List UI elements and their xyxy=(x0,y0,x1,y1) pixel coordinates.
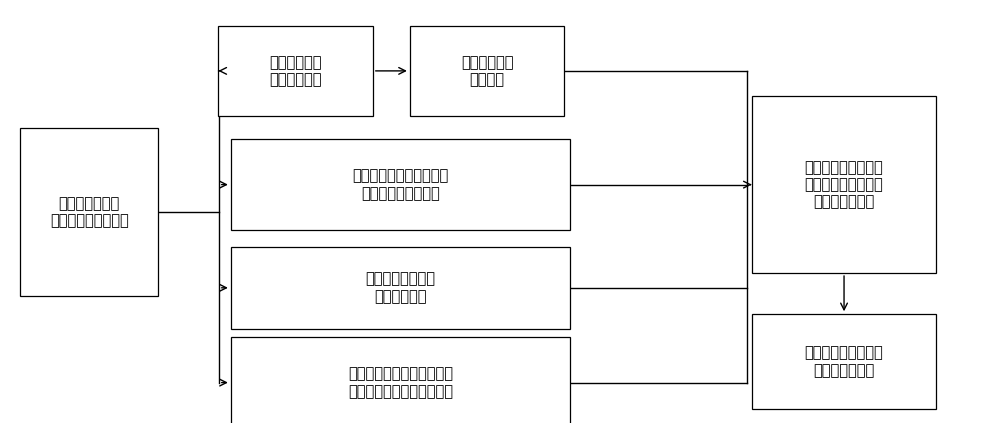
Text: 应用边界光滑傅立叶级数法
表示矩形板面内振动位移场: 应用边界光滑傅立叶级数法 表示矩形板面内振动位移场 xyxy=(348,366,453,399)
FancyBboxPatch shape xyxy=(410,25,564,116)
Text: 形成任意非均匀边界
条件矩形板面内振动
系统线性方程组: 形成任意非均匀边界 条件矩形板面内振动 系统线性方程组 xyxy=(805,160,883,209)
FancyBboxPatch shape xyxy=(752,314,936,409)
FancyBboxPatch shape xyxy=(231,338,570,424)
Text: 设定边界约束
刚度分布形式: 设定边界约束 刚度分布形式 xyxy=(269,55,322,87)
Text: 采用能量原理描述矩形板
面内总势能和总动能: 采用能量原理描述矩形板 面内总势能和总动能 xyxy=(352,168,448,201)
FancyBboxPatch shape xyxy=(20,128,158,296)
Text: 确定矩形板结构
几何尺寸和材料参数: 确定矩形板结构 几何尺寸和材料参数 xyxy=(50,196,129,228)
Text: 面内任意作用角度
点力载荷施加: 面内任意作用角度 点力载荷施加 xyxy=(365,272,435,304)
Text: 展开为傅立叶
级数模式: 展开为傅立叶 级数模式 xyxy=(461,55,513,87)
FancyBboxPatch shape xyxy=(752,96,936,273)
Text: 获得面内振动的自由
与强迫振动响应: 获得面内振动的自由 与强迫振动响应 xyxy=(805,345,883,378)
FancyBboxPatch shape xyxy=(231,139,570,230)
FancyBboxPatch shape xyxy=(231,247,570,329)
FancyBboxPatch shape xyxy=(218,25,373,116)
